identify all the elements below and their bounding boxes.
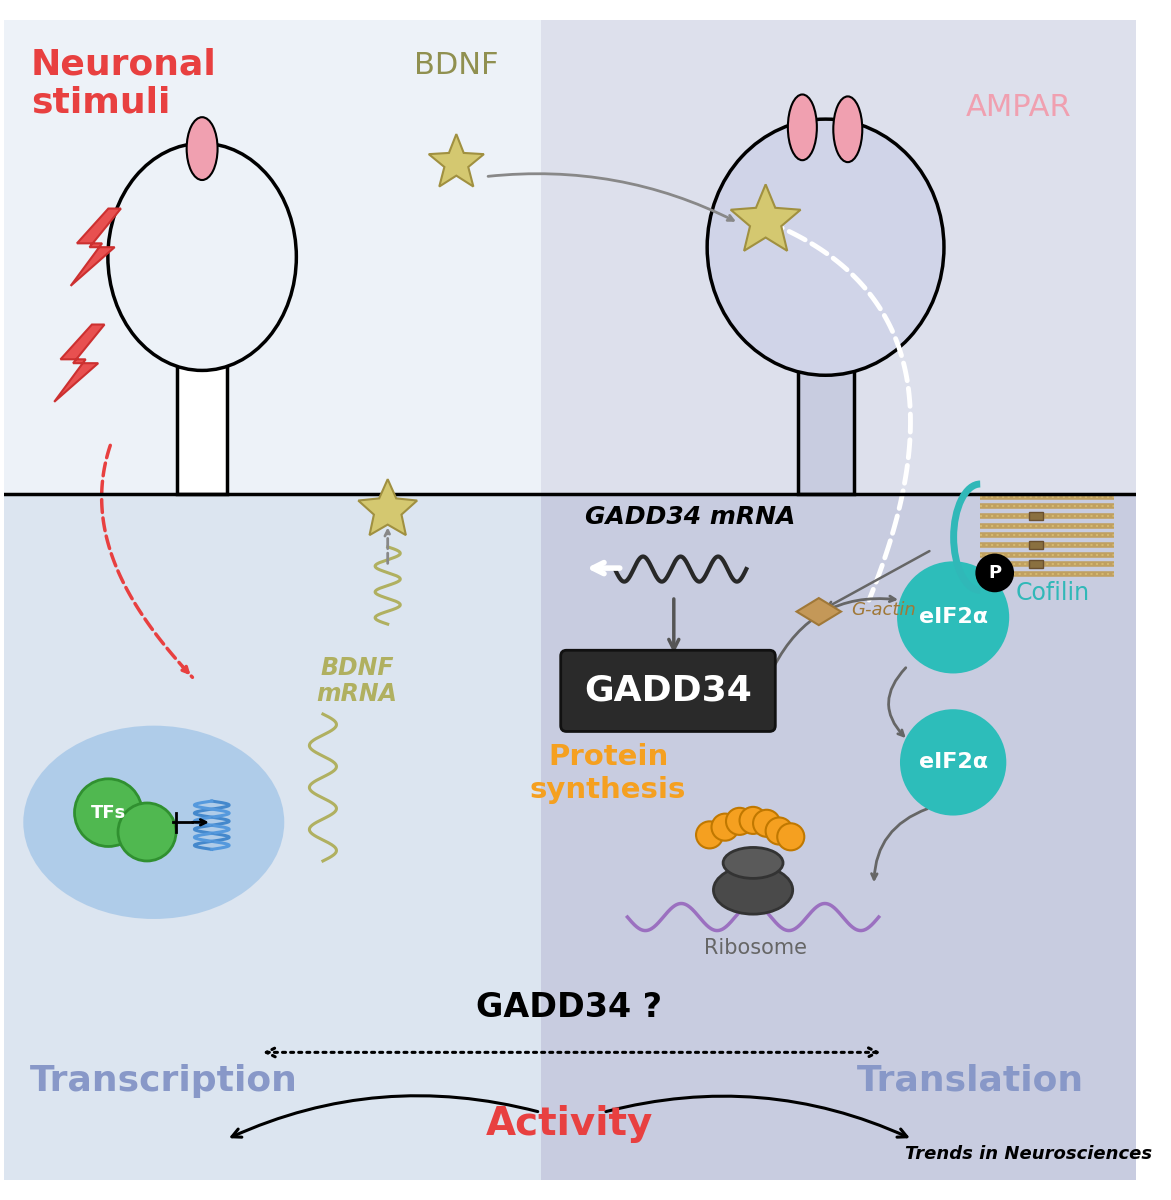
Bar: [1028, 560, 1043, 568]
Text: synthesis: synthesis: [530, 776, 686, 804]
Circle shape: [118, 803, 176, 860]
Text: Protein: Protein: [548, 743, 669, 772]
Polygon shape: [54, 324, 104, 402]
Bar: [541, 20, 1136, 493]
Text: eIF2α: eIF2α: [919, 752, 987, 773]
Bar: [1028, 512, 1043, 520]
Text: P: P: [988, 564, 1001, 582]
Text: GADD34 mRNA: GADD34 mRNA: [586, 505, 795, 529]
Circle shape: [740, 806, 767, 834]
Ellipse shape: [724, 847, 783, 878]
Text: BDNF: BDNF: [415, 50, 499, 80]
Circle shape: [778, 823, 804, 851]
Text: Ribosome: Ribosome: [705, 938, 808, 959]
Circle shape: [900, 709, 1006, 816]
Circle shape: [696, 821, 724, 848]
Text: Trends in Neurosciences: Trends in Neurosciences: [905, 1145, 1152, 1163]
Circle shape: [766, 817, 793, 845]
Text: Neuronal: Neuronal: [30, 47, 217, 82]
Circle shape: [75, 779, 142, 846]
Text: Translation: Translation: [857, 1064, 1084, 1098]
Ellipse shape: [834, 96, 862, 162]
Bar: [797, 364, 854, 493]
Circle shape: [726, 808, 753, 835]
Bar: [4, 493, 541, 1199]
Text: Cofilin: Cofilin: [1015, 581, 1090, 605]
Text: GADD34: GADD34: [584, 674, 752, 708]
Text: Transcription: Transcription: [29, 1064, 297, 1098]
Polygon shape: [429, 134, 484, 186]
Ellipse shape: [788, 95, 817, 161]
Ellipse shape: [108, 143, 296, 371]
Polygon shape: [796, 598, 841, 625]
Text: eIF2α: eIF2α: [919, 607, 987, 628]
Ellipse shape: [707, 119, 944, 376]
FancyBboxPatch shape: [561, 650, 775, 732]
Circle shape: [712, 814, 739, 841]
Text: GADD34 ?: GADD34 ?: [477, 991, 663, 1025]
Ellipse shape: [23, 726, 285, 919]
Ellipse shape: [186, 118, 218, 180]
Polygon shape: [70, 209, 121, 286]
Ellipse shape: [713, 866, 793, 914]
Bar: [177, 360, 227, 493]
Polygon shape: [358, 479, 417, 535]
Text: G-actin: G-actin: [850, 601, 916, 619]
Text: stimuli: stimuli: [30, 85, 171, 120]
Text: BDNF: BDNF: [320, 656, 393, 680]
Text: TFs: TFs: [90, 804, 126, 822]
Text: AMPAR: AMPAR: [966, 92, 1071, 121]
Bar: [4, 20, 541, 493]
Polygon shape: [731, 185, 801, 251]
Text: mRNA: mRNA: [316, 682, 397, 706]
Circle shape: [897, 562, 1009, 673]
Bar: [1028, 541, 1043, 548]
Text: Activity: Activity: [486, 1104, 653, 1142]
Circle shape: [753, 810, 780, 836]
Circle shape: [975, 553, 1014, 593]
Bar: [541, 493, 1136, 1199]
